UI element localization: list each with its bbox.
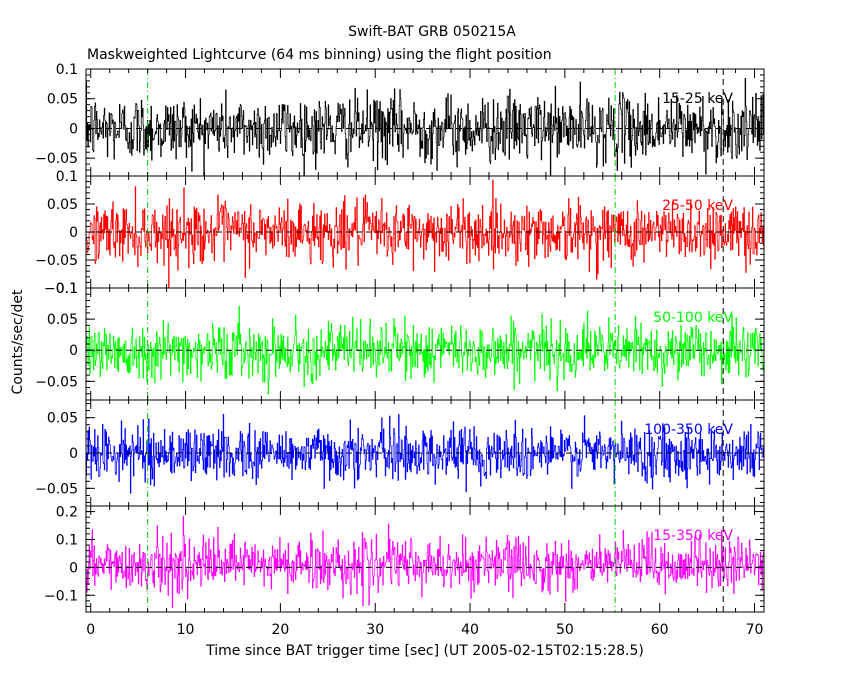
band-label-4: 15-350 keV xyxy=(653,528,733,544)
band-label-1: 25-50 keV xyxy=(662,198,733,214)
y-tick-label-4-1: 0 xyxy=(69,560,78,576)
panel-1: −0.1 −0.05 0 0.05 0.1 25-50 keV xyxy=(35,169,765,297)
band-label-3: 100-350 keV xyxy=(644,422,733,438)
x-tick-label-3: 30 xyxy=(366,622,384,638)
y-tick-label-3-0: −0.05 xyxy=(35,481,78,497)
y-tick-label-3-2: 0.05 xyxy=(47,411,78,427)
x-tick-label-1: 10 xyxy=(177,622,195,638)
y-tick-label-4-0: −0.1 xyxy=(44,588,78,604)
y-tick-label-0-1: 0 xyxy=(69,121,78,137)
x-tick-label-5: 50 xyxy=(556,622,574,638)
panel-4: −0.1 0 0.1 0.2 15-350 keV xyxy=(44,505,765,613)
y-tick-label-1-2: 0 xyxy=(69,225,78,241)
panel-2: −0.05 0 0.05 0.1 50-100 keV xyxy=(35,281,765,401)
y-tick-label-4-2: 0.1 xyxy=(56,532,78,548)
y-tick-label-3-1: 0 xyxy=(69,446,78,462)
x-tick-label-2: 20 xyxy=(271,622,289,638)
panel-3: −0.05 0 0.05 100-350 keV xyxy=(35,399,765,507)
y-tick-label-1-1: −0.05 xyxy=(35,253,78,269)
figure-title: Swift-BAT GRB 050215A xyxy=(348,24,516,40)
y-tick-label-2-3: 0.1 xyxy=(56,281,78,297)
figure-subtitle: Maskweighted Lightcurve (64 ms binning) … xyxy=(87,47,552,63)
panel-frame-4 xyxy=(85,505,765,613)
y-tick-label-1-4: 0.1 xyxy=(56,169,78,185)
y-tick-label-1-3: 0.05 xyxy=(47,197,78,213)
x-tick-label-4: 40 xyxy=(461,622,479,638)
x-axis-label: Time since BAT trigger time [sec] (UT 20… xyxy=(205,643,644,659)
y-tick-label-2-0: −0.05 xyxy=(35,374,78,390)
y-tick-label-2-2: 0.05 xyxy=(47,312,78,328)
y-tick-label-0-3: 0.1 xyxy=(56,62,78,78)
x-tick-label-7: 70 xyxy=(746,622,764,638)
band-label-0: 15-25 keV xyxy=(662,91,733,107)
series-line-2 xyxy=(86,305,764,395)
y-axis-label: Counts/sec/det xyxy=(10,289,26,394)
y-tick-label-0-0: −0.05 xyxy=(35,151,78,167)
y-tick-label-2-1: 0 xyxy=(69,343,78,359)
x-tick-labels: 0 10 20 30 40 50 60 70 xyxy=(86,622,763,638)
series-line-0 xyxy=(86,78,764,176)
y-tick-label-1-0: −0.1 xyxy=(44,281,78,297)
band-label-2: 50-100 keV xyxy=(653,310,733,326)
x-tick-label-0: 0 xyxy=(86,622,95,638)
x-tick-label-6: 60 xyxy=(651,622,669,638)
panels-group: −0.05 0 0.05 0.1 15-25 keV −0.1 −0.05 0 0.05 0.1 2… xyxy=(35,62,765,638)
y-tick-label-4-3: 0.2 xyxy=(56,505,78,521)
series-line-1 xyxy=(86,179,764,288)
panel-0: −0.05 0 0.05 0.1 15-25 keV xyxy=(35,62,765,177)
y-tick-label-0-2: 0.05 xyxy=(47,92,78,108)
